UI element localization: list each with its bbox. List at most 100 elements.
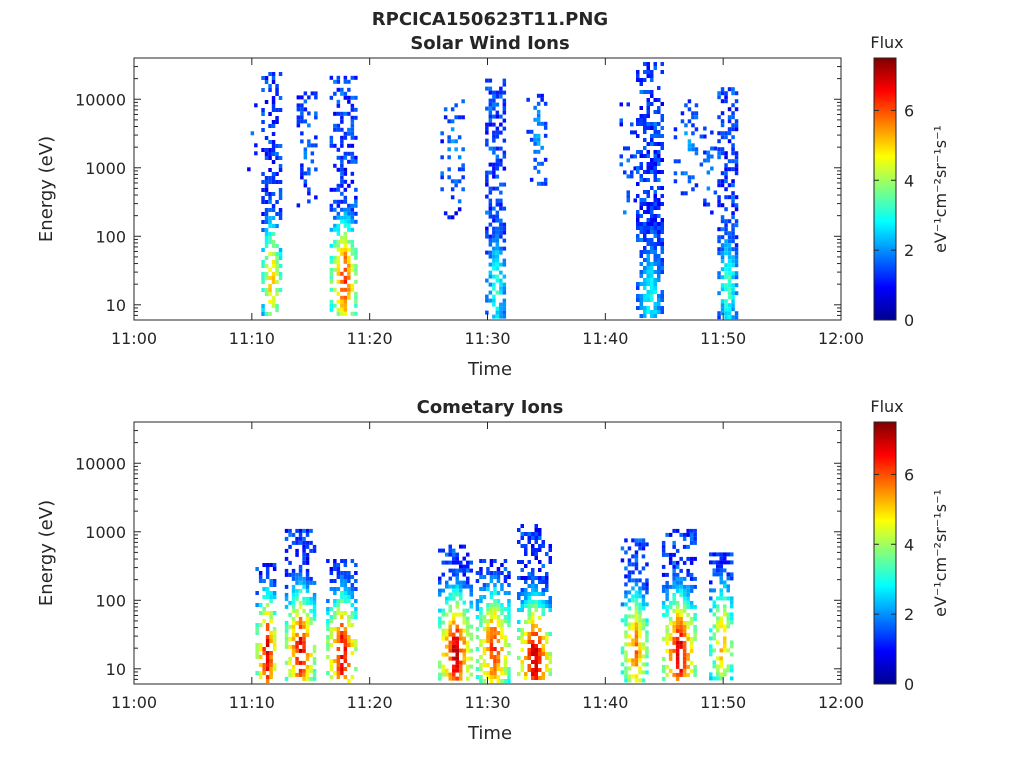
heatmap-cell <box>524 620 528 624</box>
heatmap-cell <box>675 548 680 553</box>
heatmap-cell <box>347 595 351 599</box>
heatmap-cell <box>507 575 511 579</box>
heatmap-cell <box>724 187 728 192</box>
heatmap-cell <box>661 676 666 681</box>
heatmap-cell <box>639 214 643 218</box>
heatmap-cell <box>482 587 487 591</box>
heatmap-cell <box>631 594 635 599</box>
heatmap-cell <box>502 118 507 123</box>
heatmap-cell <box>312 608 317 613</box>
heatmap-cell <box>295 608 299 613</box>
heatmap-cell <box>646 262 650 266</box>
heatmap-cell <box>686 528 690 533</box>
heatmap-cell <box>634 618 639 623</box>
heatmap-cell <box>709 588 713 593</box>
heatmap-cell <box>343 287 348 292</box>
heatmap-cell <box>650 94 654 98</box>
heatmap-cell <box>329 631 334 635</box>
heatmap-cell <box>303 171 308 176</box>
heatmap-cell <box>438 676 442 681</box>
heatmap-cell <box>650 238 654 242</box>
heatmap-cell <box>300 167 304 172</box>
heatmap-cell <box>486 647 490 651</box>
heatmap-cell <box>269 615 273 619</box>
heatmap-cell <box>531 548 535 552</box>
heatmap-cell <box>493 663 497 667</box>
heatmap-cell <box>329 143 334 148</box>
heatmap-cell <box>626 102 630 107</box>
heatmap-cell <box>340 155 344 160</box>
heatmap-cell <box>675 648 680 653</box>
heatmap-cell <box>626 174 630 179</box>
heatmap-cell <box>734 167 739 172</box>
heatmap-cell <box>638 670 642 675</box>
heatmap-cell <box>479 655 483 659</box>
heatmap-cell <box>271 300 276 304</box>
heatmap-cell <box>673 127 678 132</box>
heatmap-cell <box>452 664 456 669</box>
heatmap-cell <box>710 154 714 159</box>
heatmap-cell <box>496 631 501 635</box>
heatmap-cell <box>668 560 673 565</box>
heatmap-cell <box>684 103 688 108</box>
heatmap-cell <box>727 127 732 132</box>
heatmap-cell <box>489 631 494 635</box>
heatmap-cell <box>499 250 503 255</box>
heatmap-cell <box>347 639 351 643</box>
heatmap-cell <box>641 646 646 651</box>
heatmap-cell <box>675 572 680 577</box>
heatmap-cell <box>305 544 310 549</box>
heatmap-cell <box>441 632 445 637</box>
heatmap-cell <box>548 600 552 604</box>
heatmap-cell <box>302 620 306 625</box>
heatmap-cell <box>638 578 642 583</box>
heatmap-cell <box>634 606 639 611</box>
heatmap-cell <box>489 643 494 647</box>
heatmap-cell <box>646 238 650 242</box>
heatmap-cell <box>657 202 661 206</box>
heatmap-cell <box>455 588 459 593</box>
heatmap-cell <box>646 98 650 102</box>
heatmap-cell <box>709 648 713 653</box>
heatmap-cell <box>636 234 640 238</box>
heatmap-cell <box>668 668 673 673</box>
heatmap-cell <box>682 608 687 613</box>
heatmap-cell <box>673 159 678 164</box>
heatmap-cell <box>305 588 310 593</box>
heatmap-cell <box>496 603 501 607</box>
heatmap-cell <box>527 636 531 640</box>
heatmap-cell <box>731 247 735 252</box>
heatmap-cell <box>634 542 639 547</box>
heatmap-cell <box>536 109 541 114</box>
heatmap-cell <box>631 586 635 591</box>
heatmap-cell <box>485 174 489 179</box>
heatmap-cell <box>295 612 299 617</box>
heatmap-cell <box>639 202 643 206</box>
heatmap-cell <box>548 604 552 608</box>
heatmap-cell <box>660 266 664 270</box>
heatmap-cell <box>488 114 493 119</box>
heatmap-cell <box>296 123 301 128</box>
heatmap-cell <box>350 207 355 212</box>
heatmap-cell <box>657 198 661 202</box>
heatmap-cell <box>447 155 451 160</box>
heatmap-cell <box>305 632 310 637</box>
heatmap-cell <box>492 286 496 291</box>
heatmap-cell <box>495 214 500 219</box>
heatmap-cell <box>343 655 348 659</box>
heatmap-cell <box>343 151 348 156</box>
heatmap-cell <box>496 639 501 643</box>
heatmap-cell <box>455 604 459 609</box>
heatmap-cell <box>646 154 650 158</box>
heatmap-cell <box>333 267 337 272</box>
heatmap-cell <box>538 576 542 580</box>
heatmap-cell <box>646 310 650 314</box>
heatmap-cell <box>520 668 524 672</box>
heatmap-cell <box>538 568 542 572</box>
heatmap-cell <box>262 671 266 675</box>
heatmap-cell <box>492 226 496 231</box>
heatmap-cell <box>493 587 497 591</box>
heatmap-cell <box>268 220 272 224</box>
heatmap-cell <box>258 623 263 627</box>
heatmap-cell <box>716 564 720 569</box>
